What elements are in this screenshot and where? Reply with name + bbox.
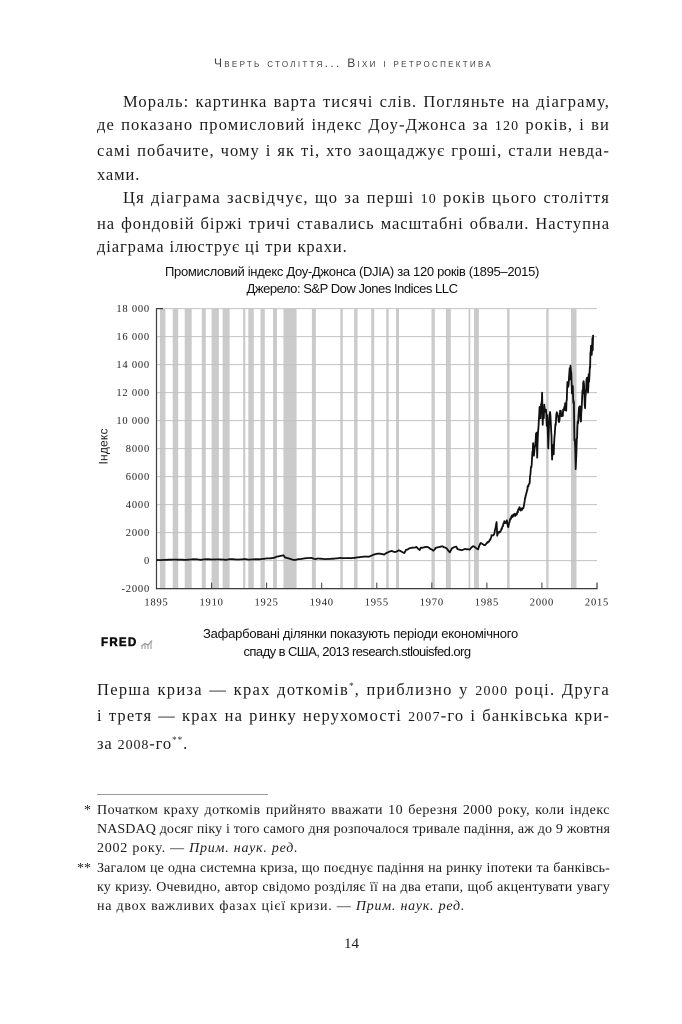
svg-text:1910: 1910 <box>199 598 223 609</box>
svg-text:1985: 1985 <box>475 598 499 609</box>
svg-text:18 000: 18 000 <box>116 304 150 315</box>
svg-text:2000: 2000 <box>530 598 554 609</box>
svg-text:0: 0 <box>144 556 150 567</box>
svg-text:4000: 4000 <box>126 500 150 511</box>
svg-text:2015: 2015 <box>585 598 609 609</box>
svg-text:1895: 1895 <box>144 598 168 609</box>
svg-text:2000: 2000 <box>126 528 150 539</box>
svg-text:8000: 8000 <box>126 444 150 455</box>
svg-text:1925: 1925 <box>254 598 278 609</box>
svg-text:Індекс: Індекс <box>97 428 111 464</box>
svg-text:6000: 6000 <box>126 472 150 483</box>
svg-text:1970: 1970 <box>420 598 444 609</box>
svg-text:1940: 1940 <box>310 598 334 609</box>
svg-text:14 000: 14 000 <box>116 360 150 371</box>
svg-text:10 000: 10 000 <box>116 416 150 427</box>
svg-text:-2000: -2000 <box>122 584 151 595</box>
svg-text:16 000: 16 000 <box>116 332 150 343</box>
svg-text:1955: 1955 <box>365 598 389 609</box>
svg-text:12 000: 12 000 <box>116 388 150 399</box>
